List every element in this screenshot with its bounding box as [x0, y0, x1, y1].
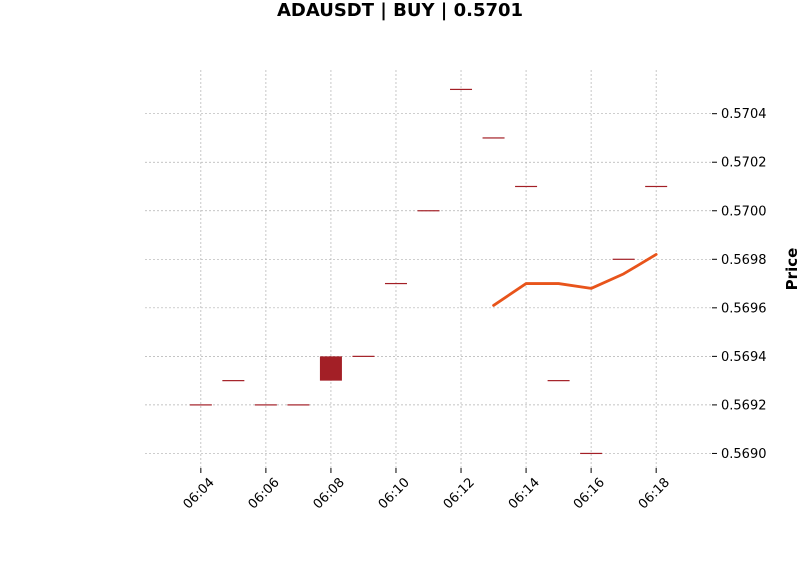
x-tick-label: 06:10: [376, 475, 413, 512]
candle-body: [547, 380, 570, 382]
candle-body: [287, 404, 310, 406]
x-tick-label: 06:14: [506, 475, 543, 512]
x-tick-label: 06:06: [246, 475, 283, 512]
y-tick-label: 0.5700: [721, 204, 767, 219]
x-tick-label: 06:18: [636, 475, 673, 512]
y-axis-label: Price: [783, 248, 800, 291]
candle-body: [352, 355, 375, 357]
x-tick-label: 06:16: [571, 475, 608, 512]
candle-body: [645, 185, 668, 188]
candle-body: [384, 282, 407, 285]
y-tick-label: 0.5694: [721, 350, 767, 365]
y-tick-label: 0.5702: [721, 156, 767, 171]
candle-body: [254, 404, 277, 406]
candle-body: [450, 88, 473, 91]
chart-title: ADAUSDT | BUY | 0.5701: [276, 0, 524, 21]
candle-body: [612, 258, 635, 260]
y-tick-label: 0.5692: [721, 398, 767, 413]
candle-body: [580, 452, 603, 455]
y-tick-label: 0.5698: [721, 253, 767, 268]
candle-body: [189, 404, 212, 406]
price-line: [492, 253, 658, 307]
x-tick-label: 06:08: [311, 475, 348, 512]
y-tick-label: 0.5696: [721, 301, 767, 316]
y-tick-label: 0.5690: [721, 447, 767, 462]
candle-body: [482, 137, 505, 139]
x-tick-label: 06:04: [181, 475, 218, 512]
x-tick-label: 06:12: [441, 475, 478, 512]
candle-body: [222, 380, 245, 382]
candle-body: [417, 210, 440, 212]
candle-body: [515, 185, 538, 188]
y-tick-label: 0.5704: [721, 107, 767, 122]
candle-body: [319, 356, 342, 381]
